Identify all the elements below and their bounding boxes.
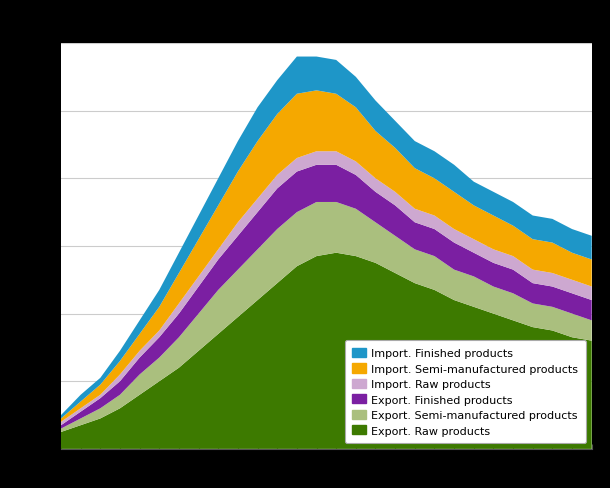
Legend: Import. Finished products, Import. Semi-manufactured products, Import. Raw produ: Import. Finished products, Import. Semi-… (345, 341, 586, 444)
